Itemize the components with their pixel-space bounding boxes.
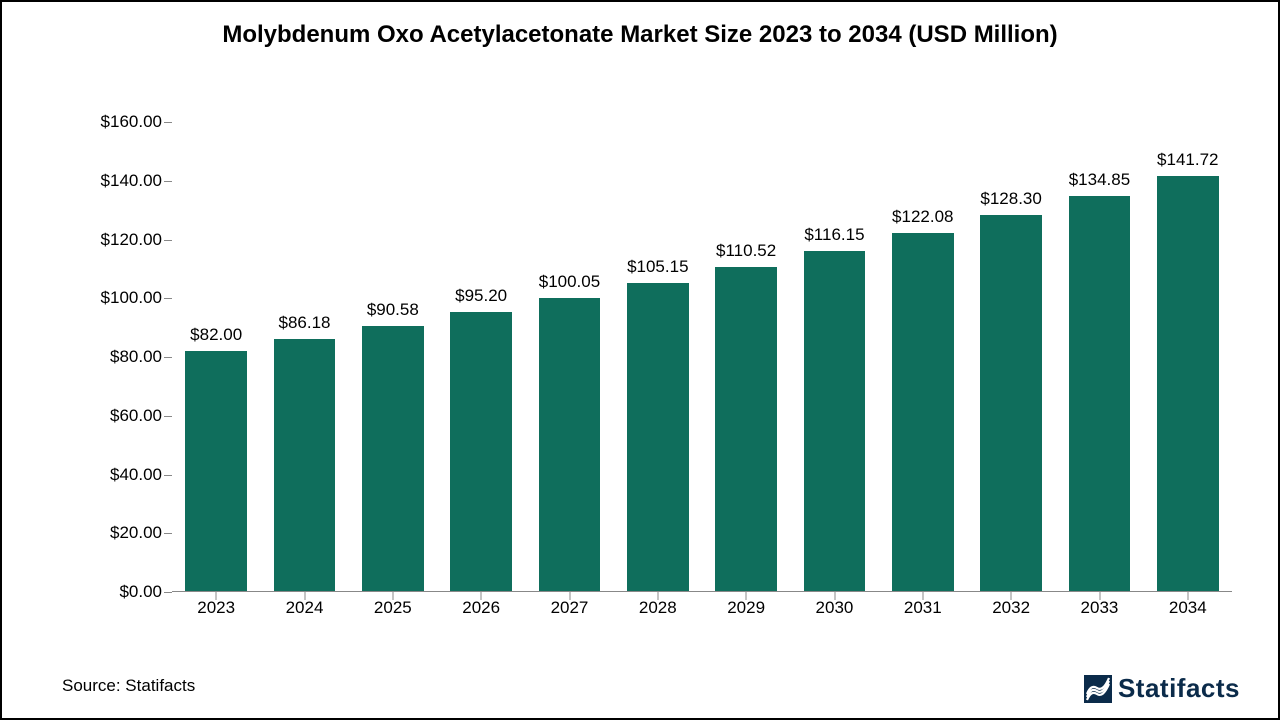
bar-value-label: $100.05 (539, 272, 600, 292)
y-tick-mark (164, 181, 172, 182)
bar-slot: $122.08 (879, 122, 967, 592)
y-tick-label: $160.00 (101, 112, 162, 132)
bars-container: $82.00 $86.18 $90.58 $95.20 $100.05 $105.15 $1… (172, 122, 1232, 592)
bar-slot: $105.15 (614, 122, 702, 592)
y-tick-label: $20.00 (110, 523, 162, 543)
bar (185, 351, 247, 592)
bar-value-label: $122.08 (892, 207, 953, 227)
y-tick-label: $100.00 (101, 288, 162, 308)
y-tick-mark (164, 240, 172, 241)
y-tick-mark (164, 416, 172, 417)
x-axis-label: 2029 (702, 598, 790, 618)
y-tick-label: $40.00 (110, 465, 162, 485)
bar-slot: $86.18 (260, 122, 348, 592)
bar (539, 298, 601, 592)
chart-title: Molybdenum Oxo Acetylacetonate Market Si… (2, 20, 1278, 50)
bar-value-label: $128.30 (980, 189, 1041, 209)
bar (1069, 196, 1131, 592)
bar-slot: $95.20 (437, 122, 525, 592)
y-tick-label: $140.00 (101, 171, 162, 191)
bar (450, 312, 512, 592)
bar (715, 267, 777, 592)
source-attribution: Source: Statifacts (62, 676, 195, 696)
y-tick-mark (164, 533, 172, 534)
x-axis-label: 2023 (172, 598, 260, 618)
bar-slot: $128.30 (967, 122, 1055, 592)
y-tick-label: $0.00 (119, 582, 162, 602)
x-axis-label: 2031 (879, 598, 967, 618)
y-tick-label: $60.00 (110, 406, 162, 426)
plot-area: $82.00 $86.18 $90.58 $95.20 $100.05 $105.15 $1… (172, 122, 1232, 592)
bar-slot: $110.52 (702, 122, 790, 592)
y-tick-mark (164, 122, 172, 123)
bar-slot: $100.05 (525, 122, 613, 592)
brand-logo-icon (1084, 675, 1112, 703)
bar-value-label: $110.52 (716, 241, 776, 261)
x-axis-label: 2034 (1144, 598, 1232, 618)
bar-value-label: $141.72 (1157, 150, 1218, 170)
bar (362, 326, 424, 592)
bar (1157, 176, 1219, 592)
bar-value-label: $86.18 (278, 313, 330, 333)
y-axis: $0.00$20.00$40.00$60.00$80.00$100.00$120… (62, 122, 172, 592)
y-tick-mark (164, 475, 172, 476)
bar-slot: $90.58 (349, 122, 437, 592)
bar (980, 215, 1042, 592)
bar (804, 251, 866, 592)
bar-value-label: $105.15 (627, 257, 688, 277)
bar-value-label: $134.85 (1069, 170, 1130, 190)
bar-slot: $141.72 (1144, 122, 1232, 592)
bar-value-label: $82.00 (190, 325, 242, 345)
x-axis-label: 2025 (349, 598, 437, 618)
y-tick-label: $120.00 (101, 230, 162, 250)
x-axis-label: 2032 (967, 598, 1055, 618)
bar (274, 339, 336, 592)
y-tick-mark (164, 357, 172, 358)
bar-slot: $116.15 (790, 122, 878, 592)
bar (892, 233, 954, 592)
x-axis-label: 2026 (437, 598, 525, 618)
y-tick-mark (164, 592, 172, 593)
y-tick-label: $80.00 (110, 347, 162, 367)
chart-frame: Molybdenum Oxo Acetylacetonate Market Si… (0, 0, 1280, 720)
x-axis-line (172, 591, 1232, 592)
bar (627, 283, 689, 592)
x-axis-label: 2033 (1055, 598, 1143, 618)
x-axis-label: 2030 (790, 598, 878, 618)
x-axis-label: 2024 (260, 598, 348, 618)
bar-value-label: $90.58 (367, 300, 419, 320)
bar-value-label: $95.20 (455, 286, 507, 306)
bar-value-label: $116.15 (804, 225, 864, 245)
y-tick-mark (164, 298, 172, 299)
brand-name: Statifacts (1118, 673, 1240, 704)
bar-slot: $82.00 (172, 122, 260, 592)
bar-slot: $134.85 (1055, 122, 1143, 592)
x-axis-label: 2028 (614, 598, 702, 618)
x-axis-labels: 2023202420252026202720282029203020312032… (172, 598, 1232, 618)
brand-logo: Statifacts (1084, 673, 1240, 704)
x-axis-label: 2027 (525, 598, 613, 618)
